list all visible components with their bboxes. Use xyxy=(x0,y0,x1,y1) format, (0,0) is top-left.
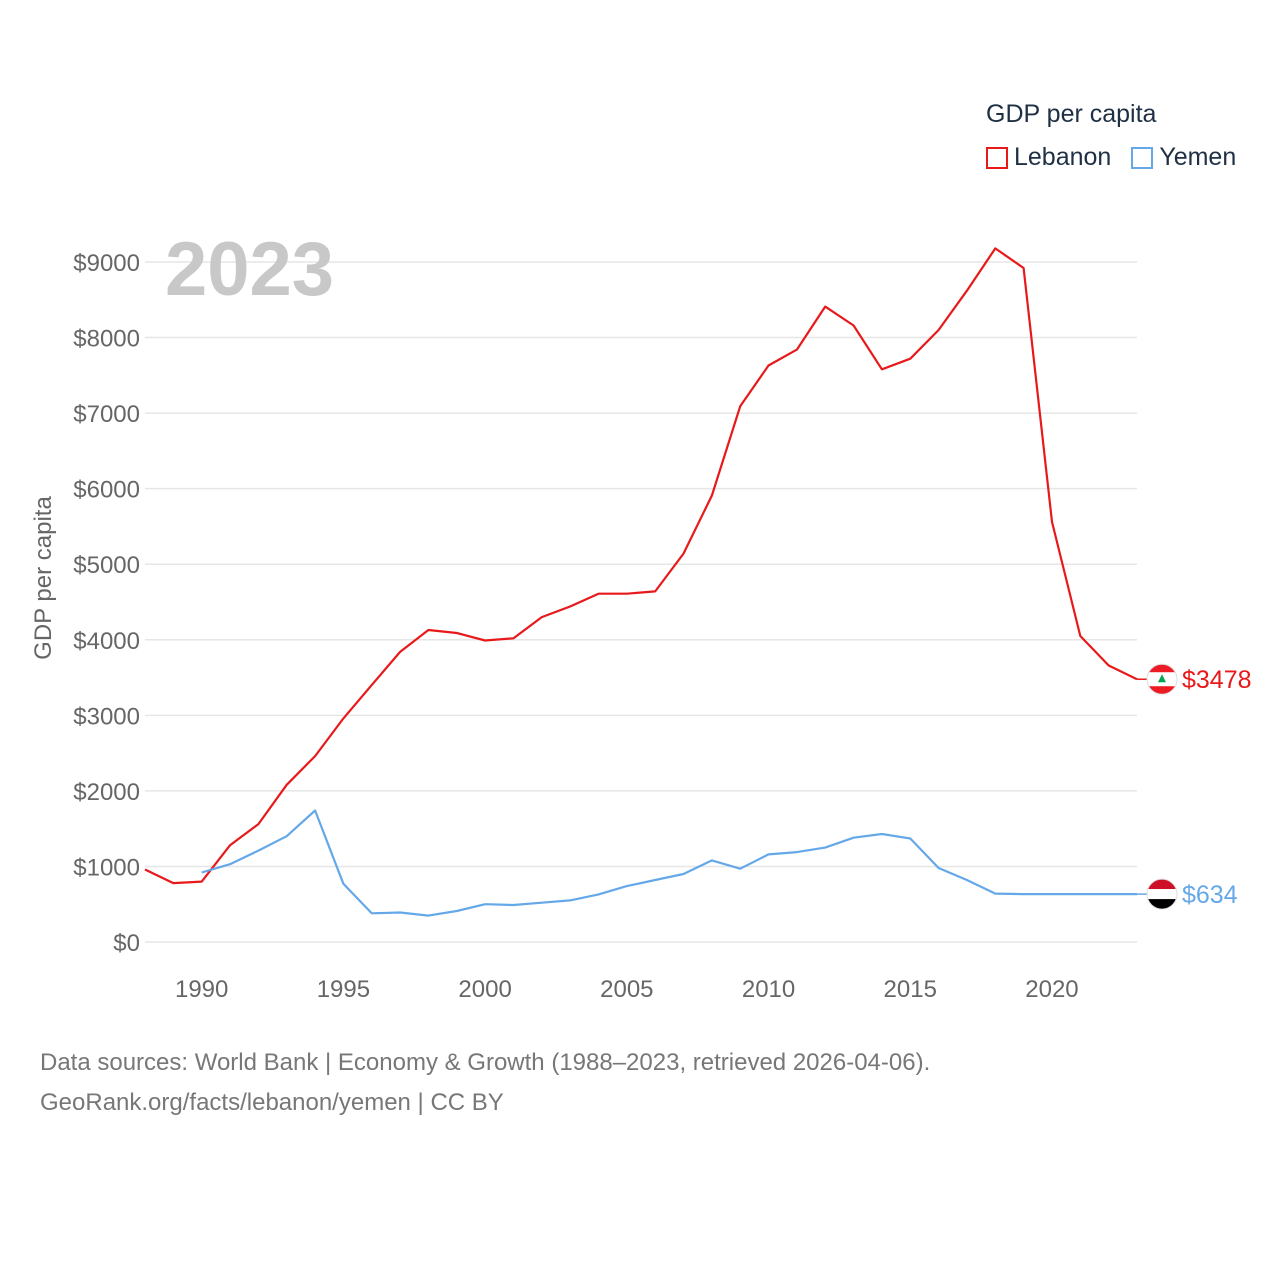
footer-attribution: GeoRank.org/facts/lebanon/yemen | CC BY xyxy=(40,1089,504,1116)
x-tick-label: 2005 xyxy=(600,976,653,1003)
x-tick-label: 2000 xyxy=(458,976,511,1003)
x-axis-ticks: 1990 1995 2000 2005 2010 2015 2020 xyxy=(175,976,1079,1003)
legend-swatch-yemen xyxy=(1131,146,1154,169)
x-tick-label: 2010 xyxy=(742,976,795,1003)
legend-label-lebanon: Lebanon xyxy=(1014,143,1112,171)
legend-title: GDP per capita xyxy=(986,100,1157,128)
legend-label-yemen: Yemen xyxy=(1159,143,1237,171)
end-value-label-lebanon: $3478 xyxy=(1182,666,1252,694)
x-tick-label: 2020 xyxy=(1025,976,1078,1003)
legend-item-yemen[interactable]: Yemen xyxy=(1131,143,1236,172)
y-tick-label: $3000 xyxy=(73,703,140,730)
y-tick-label: $5000 xyxy=(73,552,140,579)
series-line-lebanon xyxy=(144,247,1138,885)
y-tick-label: $9000 xyxy=(73,250,140,277)
y-tick-label: $6000 xyxy=(73,477,140,504)
x-tick-label: 2015 xyxy=(884,976,937,1003)
year-label: 2023 xyxy=(165,227,335,312)
series-line-yemen xyxy=(201,809,1137,917)
legend-swatch-lebanon xyxy=(986,146,1008,169)
y-tick-label: $2000 xyxy=(73,779,140,806)
footer: Data sources: World Bank | Economy & Gro… xyxy=(40,1043,930,1123)
y-axis-title: GDP per capita xyxy=(30,496,57,660)
y-tick-label: $4000 xyxy=(73,628,140,655)
flag-lebanon-icon xyxy=(1146,663,1178,695)
y-tick-label: $0 xyxy=(113,930,140,957)
grid-lines xyxy=(145,261,1137,943)
y-tick-label: $1000 xyxy=(73,854,140,881)
x-tick-label: 1995 xyxy=(317,976,370,1003)
end-value-label-yemen: $634 xyxy=(1182,881,1238,909)
series-lines xyxy=(144,247,1138,917)
x-tick-label: 1990 xyxy=(175,976,228,1003)
y-tick-label: $8000 xyxy=(73,326,140,353)
end-markers: $3478 $634 xyxy=(1137,663,1252,910)
y-tick-label: $7000 xyxy=(73,401,140,428)
flag-yemen-icon xyxy=(1146,878,1178,910)
legend-item-lebanon[interactable]: Lebanon xyxy=(986,143,1111,172)
footer-sources: Data sources: World Bank | Economy & Gro… xyxy=(40,1049,931,1076)
legend: Lebanon Yemen xyxy=(986,143,1256,172)
y-axis-ticks: $0 $1000 $2000 $3000 $4000 $5000 $6000 $7000 $80… xyxy=(73,250,140,957)
